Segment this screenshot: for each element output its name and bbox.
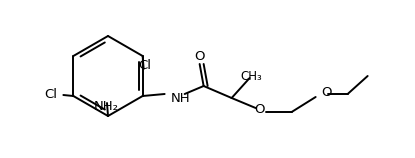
Text: NH: NH (171, 91, 190, 104)
Text: O: O (194, 50, 205, 63)
Text: NH₂: NH₂ (93, 100, 119, 113)
Text: O: O (322, 86, 332, 100)
Text: Cl: Cl (138, 59, 151, 72)
Text: CH₃: CH₃ (241, 70, 263, 83)
Text: Cl: Cl (44, 88, 57, 101)
Text: O: O (254, 103, 265, 116)
